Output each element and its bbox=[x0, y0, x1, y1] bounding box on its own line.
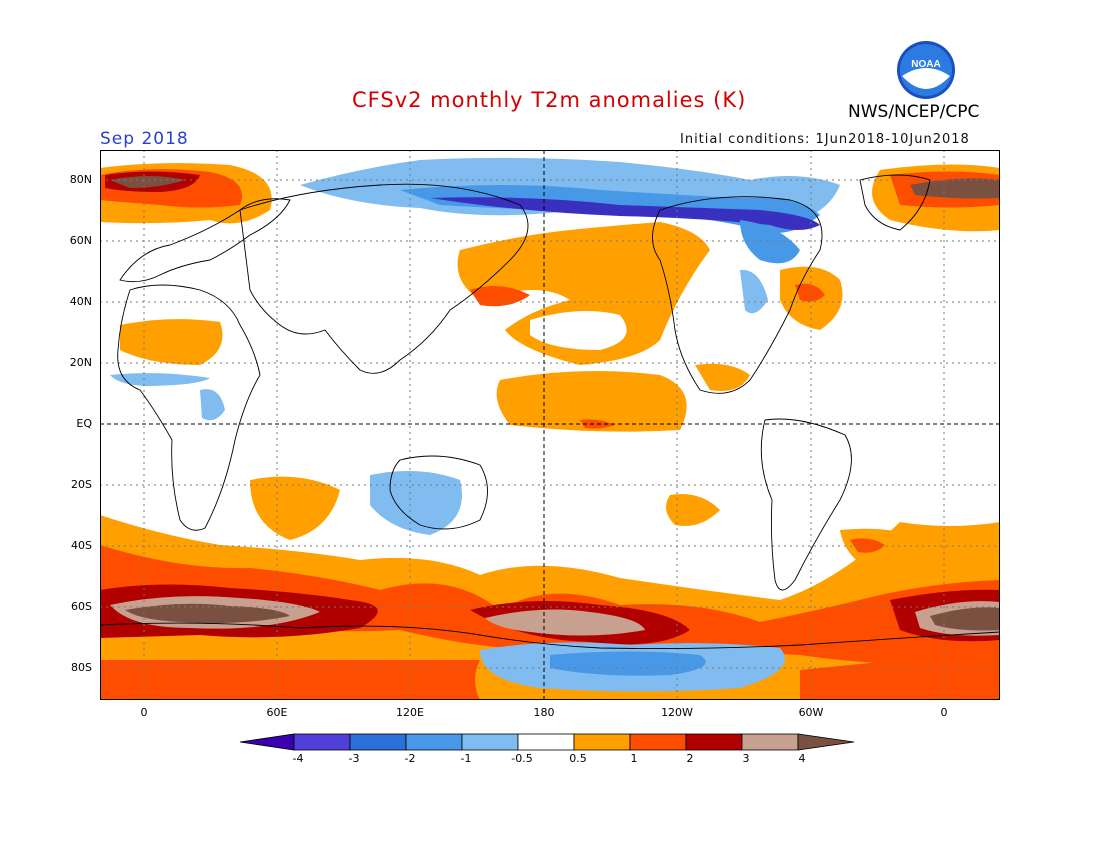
lat-label: 20S bbox=[71, 478, 92, 491]
europe-outline bbox=[119, 198, 291, 283]
colorbar-segment bbox=[685, 733, 743, 751]
lon-label: 0 bbox=[140, 706, 148, 719]
colorbar-label: 1 bbox=[630, 752, 638, 765]
warm-europe-brown bbox=[110, 176, 185, 188]
lon-label: 0 bbox=[940, 706, 948, 719]
colorbar-label: -3 bbox=[348, 752, 360, 765]
north-america-outline bbox=[652, 196, 823, 394]
colorbar-label: 0.5 bbox=[569, 752, 587, 765]
colorbar-segment bbox=[797, 733, 855, 751]
warm-npac bbox=[457, 222, 710, 365]
lat-label: 60N bbox=[69, 234, 92, 247]
cold-antarctic-mid bbox=[550, 651, 706, 676]
warm-south-lower bbox=[100, 660, 480, 700]
colorbar-label: -0.5 bbox=[511, 752, 533, 765]
warm-mex bbox=[695, 363, 750, 391]
lat-label: 40S bbox=[71, 539, 92, 552]
colorbar-segment bbox=[629, 733, 687, 751]
initial-conditions: Initial conditions: 1Jun2018-10Jun2018 bbox=[680, 132, 970, 147]
lat-label: 80S bbox=[71, 661, 92, 674]
warm-sam-mid bbox=[850, 538, 885, 553]
colorbar-segment bbox=[517, 733, 575, 751]
lon-label: 60E bbox=[266, 706, 288, 719]
lon-gridlines bbox=[143, 150, 945, 700]
colorbar-segment bbox=[573, 733, 631, 751]
chart-title: CFSv2 monthly T2m anomalies (K) bbox=[352, 88, 747, 112]
lat-label: 60S bbox=[71, 600, 92, 613]
warm-npac-hole bbox=[530, 311, 627, 350]
antarctica-outline bbox=[100, 622, 1000, 650]
warm-greenland-brown bbox=[910, 178, 1000, 199]
lat-label: 80N bbox=[69, 173, 92, 186]
lat-label: 20N bbox=[69, 356, 92, 369]
warm-band-south-brown bbox=[125, 603, 290, 624]
cold-natl bbox=[110, 373, 210, 386]
colorbar-segment bbox=[349, 733, 407, 751]
colorbar-label: 3 bbox=[742, 752, 750, 765]
africa-outline bbox=[117, 284, 261, 531]
south-america-outline bbox=[760, 418, 852, 591]
warm-sahara bbox=[120, 319, 223, 365]
agency-label: NWS/NCEP/CPC bbox=[848, 102, 980, 122]
colorbar-label: -1 bbox=[460, 752, 472, 765]
colorbar-label: 4 bbox=[798, 752, 806, 765]
lon-label: 120W bbox=[661, 706, 693, 719]
colorbar-label: -2 bbox=[404, 752, 416, 765]
colorbar-segment bbox=[405, 733, 463, 751]
lat-label: 40N bbox=[69, 295, 92, 308]
anomaly-map bbox=[100, 150, 1000, 700]
asia-outline bbox=[239, 183, 529, 374]
colorbar-label: 2 bbox=[686, 752, 694, 765]
cold-hudson bbox=[740, 220, 800, 264]
colorbar-segment bbox=[293, 733, 351, 751]
cold-arctic-deep bbox=[430, 197, 820, 230]
warm-indian bbox=[250, 476, 340, 540]
colorbar-label: -4 bbox=[292, 752, 304, 765]
warm-nwatlantic-mid bbox=[795, 283, 825, 302]
coastlines bbox=[100, 174, 1000, 650]
greenland-outline bbox=[859, 174, 931, 231]
warm-spac bbox=[666, 494, 720, 526]
noaa-logo: NOAA bbox=[897, 41, 955, 99]
cold-australia bbox=[370, 471, 462, 535]
warm-npac-mid bbox=[470, 286, 530, 307]
warm-band-south-brown2 bbox=[930, 607, 1000, 631]
australia-outline bbox=[389, 455, 488, 530]
lat-gridlines bbox=[100, 179, 1000, 669]
lon-label: 180 bbox=[533, 706, 555, 719]
warm-south-lower2 bbox=[800, 650, 1000, 700]
logo-text: NOAA bbox=[911, 59, 940, 70]
lon-label: 120E bbox=[396, 706, 424, 719]
warm-band-south-pink2 bbox=[485, 609, 645, 636]
cold-africa bbox=[200, 389, 225, 421]
lon-label: 60W bbox=[798, 706, 824, 719]
colorbar-segment bbox=[239, 733, 295, 751]
colorbar-segment bbox=[461, 733, 519, 751]
forecast-month: Sep 2018 bbox=[100, 129, 189, 149]
colorbar bbox=[239, 733, 855, 751]
colorbar-segment bbox=[741, 733, 799, 751]
lat-label: EQ bbox=[76, 417, 92, 430]
